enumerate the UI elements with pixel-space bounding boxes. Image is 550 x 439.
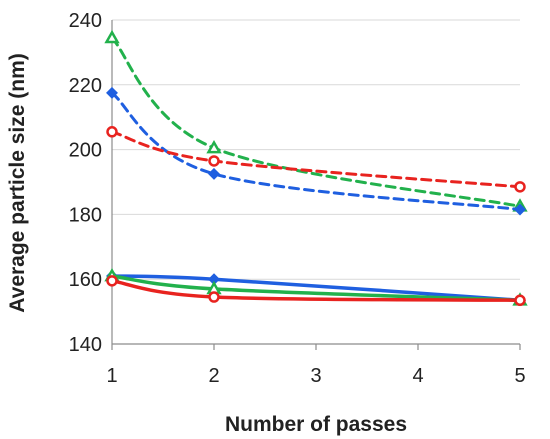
- series-line: [110, 279, 522, 303]
- data-point-diamond: [106, 86, 118, 99]
- series-3: [106, 126, 526, 193]
- data-point-circle: [208, 291, 220, 303]
- y-tick-label: 180: [69, 204, 102, 226]
- data-point-triangle: [104, 29, 120, 44]
- series-line: [110, 36, 522, 208]
- data-point-triangle: [206, 139, 222, 154]
- gridlines: [112, 19, 520, 280]
- y-tick-label: 240: [69, 10, 102, 32]
- tick-labels: 140 160 180 200 220 240 1 2 3 4 5: [69, 10, 526, 387]
- series-line: [110, 91, 522, 212]
- data-point-circle: [514, 181, 526, 193]
- series-6: [106, 275, 526, 307]
- y-tick-label: 200: [69, 140, 102, 162]
- series-line: [110, 274, 522, 303]
- series-1: [104, 29, 528, 212]
- data-point-circle: [514, 294, 526, 307]
- series-layer: [104, 29, 528, 307]
- x-tick-label: 5: [514, 365, 525, 387]
- axes: [111, 20, 521, 350]
- x-tick-label: 4: [412, 365, 423, 387]
- series-line: [110, 130, 522, 189]
- data-point-circle: [106, 275, 118, 287]
- y-tick-label: 140: [69, 334, 102, 356]
- data-point-circle: [208, 155, 220, 167]
- y-tick-label: 160: [69, 269, 102, 291]
- data-point-diamond: [514, 203, 526, 216]
- y-axis-title: Average particle size (nm): [6, 53, 29, 313]
- x-tick-label: 2: [208, 365, 219, 387]
- data-point-circle: [106, 126, 118, 138]
- y-tick-label: 220: [69, 75, 102, 97]
- series-2: [106, 86, 526, 216]
- data-point-diamond: [208, 167, 220, 180]
- x-axis-title: Number of passes: [225, 413, 407, 436]
- x-tick-label: 3: [310, 365, 321, 387]
- x-tick-label: 1: [106, 365, 117, 387]
